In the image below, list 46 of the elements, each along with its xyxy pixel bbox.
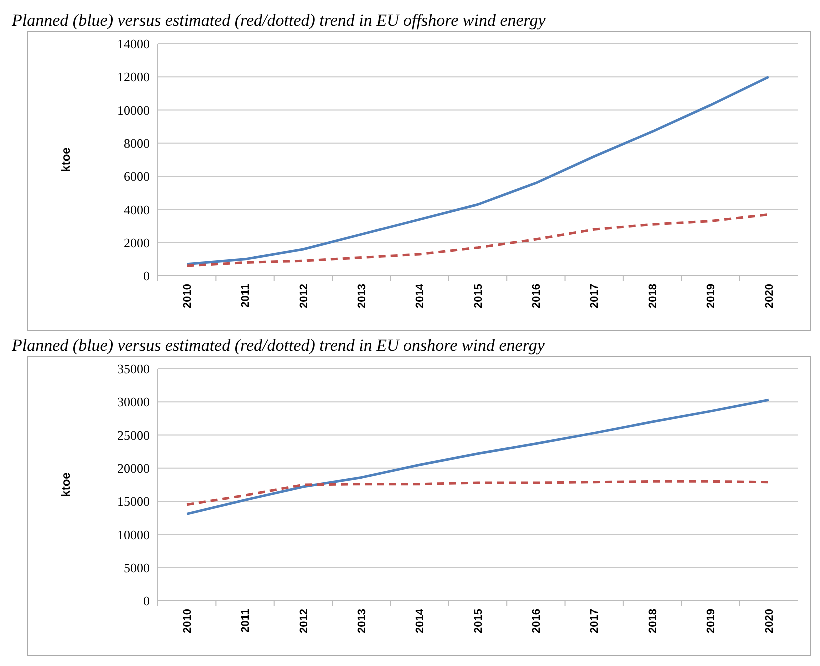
x-tick-label: 2012 bbox=[298, 609, 310, 634]
x-tick-label: 2013 bbox=[356, 609, 368, 634]
y-tick-label: 12000 bbox=[118, 70, 150, 85]
line-series bbox=[186, 398, 770, 516]
x-tick-label: 2018 bbox=[647, 284, 660, 308]
line-series bbox=[186, 480, 770, 506]
y-tick-label: 8000 bbox=[124, 136, 150, 151]
y-tick-label: 10000 bbox=[118, 102, 150, 118]
x-tick-label: 2020 bbox=[764, 609, 776, 634]
y-tick-label: 14000 bbox=[118, 36, 150, 52]
y-tick-label: 2000 bbox=[124, 235, 150, 250]
x-tick-label: 2018 bbox=[647, 609, 660, 634]
y-tick-label: 6000 bbox=[124, 169, 150, 184]
y-axis-title: ktoe bbox=[59, 472, 73, 498]
y-tick-label: 35000 bbox=[118, 362, 150, 377]
line-series bbox=[186, 213, 770, 268]
y-tick-label: 25000 bbox=[118, 428, 150, 443]
x-tick-label: 2010 bbox=[182, 284, 194, 308]
x-tick-label: 2015 bbox=[472, 284, 485, 308]
x-tick-label: 2015 bbox=[472, 609, 485, 634]
y-tick-label: 30000 bbox=[118, 394, 150, 410]
y-tick-label: 4000 bbox=[124, 202, 150, 218]
y-tick-label: 20000 bbox=[118, 460, 150, 476]
x-tick-label: 2014 bbox=[414, 608, 427, 634]
x-tick-label: 2012 bbox=[298, 284, 310, 308]
chart-title: Planned (blue) versus estimated (red/dotted) trend in EU onshore wind energy bbox=[11, 336, 546, 355]
x-tick-label: 2014 bbox=[414, 283, 427, 308]
line-series bbox=[186, 76, 770, 266]
chart-title: Planned (blue) versus estimated (red/dotted) trend in EU offshore wind energy bbox=[11, 11, 546, 30]
x-tick-label: 2019 bbox=[706, 609, 718, 634]
y-tick-label: 0 bbox=[144, 268, 150, 284]
y-tick-label: 0 bbox=[144, 594, 150, 609]
x-tick-label: 2010 bbox=[182, 609, 194, 634]
x-tick-label: 2019 bbox=[706, 284, 718, 308]
y-axis-title: ktoe bbox=[59, 147, 73, 172]
x-tick-label: 2016 bbox=[531, 284, 544, 308]
x-tick-label: 2020 bbox=[764, 284, 776, 308]
y-tick-label: 15000 bbox=[118, 494, 150, 510]
x-tick-label: 2016 bbox=[531, 609, 544, 634]
x-tick-label: 2017 bbox=[589, 284, 602, 308]
x-tick-label: 2017 bbox=[589, 609, 602, 634]
x-tick-label: 2011 bbox=[240, 284, 252, 308]
y-tick-label: 5000 bbox=[124, 560, 150, 576]
y-tick-label: 10000 bbox=[118, 527, 150, 542]
x-tick-label: 2013 bbox=[356, 284, 368, 308]
x-tick-label: 2011 bbox=[240, 609, 252, 633]
